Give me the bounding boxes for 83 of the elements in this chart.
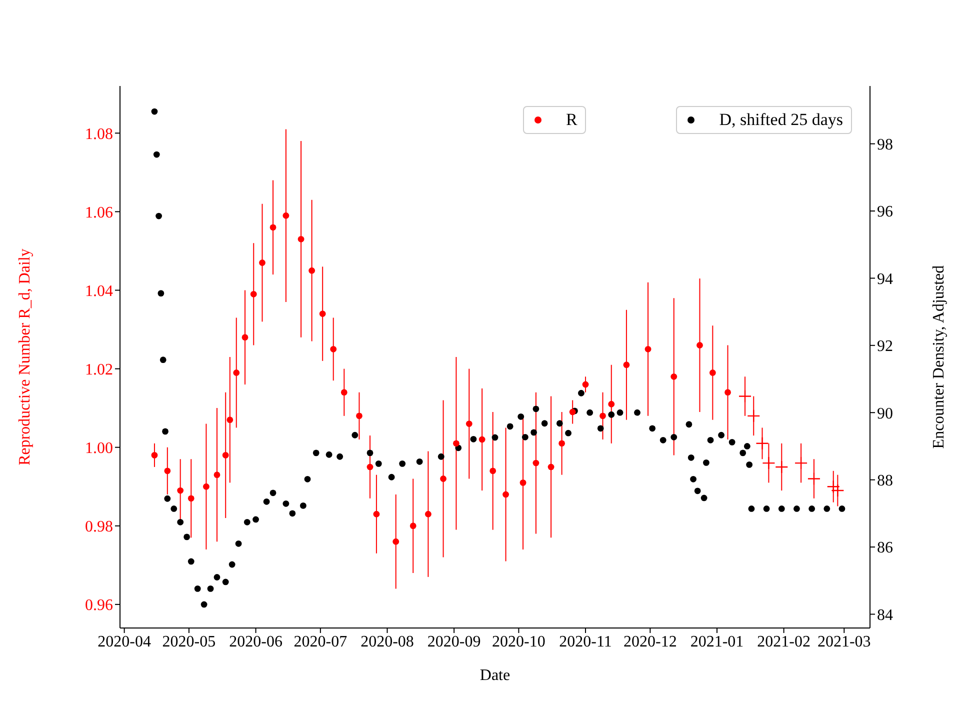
point xyxy=(259,260,266,266)
point xyxy=(807,472,821,486)
x-tick-label: 2020-11 xyxy=(559,633,612,650)
point xyxy=(177,487,184,494)
y2-tick-label: 90 xyxy=(877,405,893,422)
point xyxy=(623,362,630,368)
y-tick-label: 1.08 xyxy=(85,126,113,143)
y-axis-title: Reproductive Number R_d, Daily xyxy=(16,248,34,466)
y-tick-label: 0.96 xyxy=(85,597,113,614)
x-tick-label: 2020-05 xyxy=(162,633,216,650)
y2-tick-label: 92 xyxy=(877,338,893,356)
point xyxy=(282,212,290,219)
point xyxy=(608,400,615,408)
point xyxy=(466,420,472,427)
point xyxy=(308,267,316,274)
point xyxy=(738,390,752,403)
x-tick-label: 2020-08 xyxy=(360,633,414,650)
point xyxy=(548,464,554,470)
point xyxy=(250,290,257,298)
x-tick-label: 2021-01 xyxy=(690,633,744,650)
point xyxy=(340,389,348,396)
y-tick-label: 0.98 xyxy=(85,518,113,536)
x-axis-title: Date xyxy=(480,667,510,684)
y2-tick-label: 96 xyxy=(877,204,893,221)
point xyxy=(188,495,194,502)
y-tick-label: 1.04 xyxy=(85,282,113,300)
point xyxy=(319,310,326,317)
point xyxy=(670,373,678,380)
point xyxy=(356,412,362,420)
point xyxy=(644,346,652,352)
x-tick-label: 2020-10 xyxy=(492,633,546,650)
point xyxy=(520,479,526,486)
point xyxy=(569,408,576,416)
point xyxy=(410,522,416,530)
point xyxy=(756,436,769,450)
point xyxy=(214,472,220,478)
y2-axis-title: Encounter Density, Adjusted xyxy=(930,265,948,449)
point xyxy=(490,468,496,474)
point xyxy=(478,436,486,443)
point xyxy=(762,456,776,470)
point xyxy=(794,456,808,470)
point xyxy=(151,452,158,458)
legend-label: D, shifted 25 days xyxy=(719,110,843,130)
legend-label: R xyxy=(566,110,578,130)
x-tick-label: 2020-09 xyxy=(427,633,481,650)
y-tick-label: 1.06 xyxy=(85,204,113,222)
y2-tick-label: 98 xyxy=(877,136,893,154)
point xyxy=(330,346,337,352)
point xyxy=(532,460,540,466)
point xyxy=(366,464,374,470)
point xyxy=(582,381,589,388)
point xyxy=(600,412,606,420)
point xyxy=(502,491,509,498)
point xyxy=(696,342,703,348)
point xyxy=(298,236,304,242)
point xyxy=(453,440,460,447)
point xyxy=(233,370,240,376)
point xyxy=(164,468,171,474)
point xyxy=(424,510,432,518)
y-tick-label: 1.00 xyxy=(85,440,113,458)
x-tick-label: 2021-02 xyxy=(757,633,810,650)
point xyxy=(242,334,248,341)
x-tick-label: 2020-04 xyxy=(98,633,151,650)
point xyxy=(373,510,380,518)
point xyxy=(440,476,446,482)
y-tick-label: 1.02 xyxy=(85,361,113,378)
point xyxy=(270,224,276,231)
x-tick-label: 2020-07 xyxy=(294,633,348,650)
point xyxy=(775,460,788,474)
point xyxy=(392,538,400,545)
point xyxy=(724,389,731,396)
point xyxy=(222,452,229,458)
y2-tick-label: 86 xyxy=(877,540,893,557)
point xyxy=(226,416,234,424)
point xyxy=(203,483,210,490)
point xyxy=(709,370,716,376)
y2-tick-label: 94 xyxy=(877,270,893,288)
x-tick-label: 2020-12 xyxy=(624,633,677,650)
x-tick-label: 2020-06 xyxy=(229,633,282,650)
y2-tick-label: 88 xyxy=(877,472,893,490)
x-tick-label: 2021-03 xyxy=(817,633,871,650)
y2-tick-label: 84 xyxy=(877,606,893,624)
point xyxy=(558,440,566,447)
